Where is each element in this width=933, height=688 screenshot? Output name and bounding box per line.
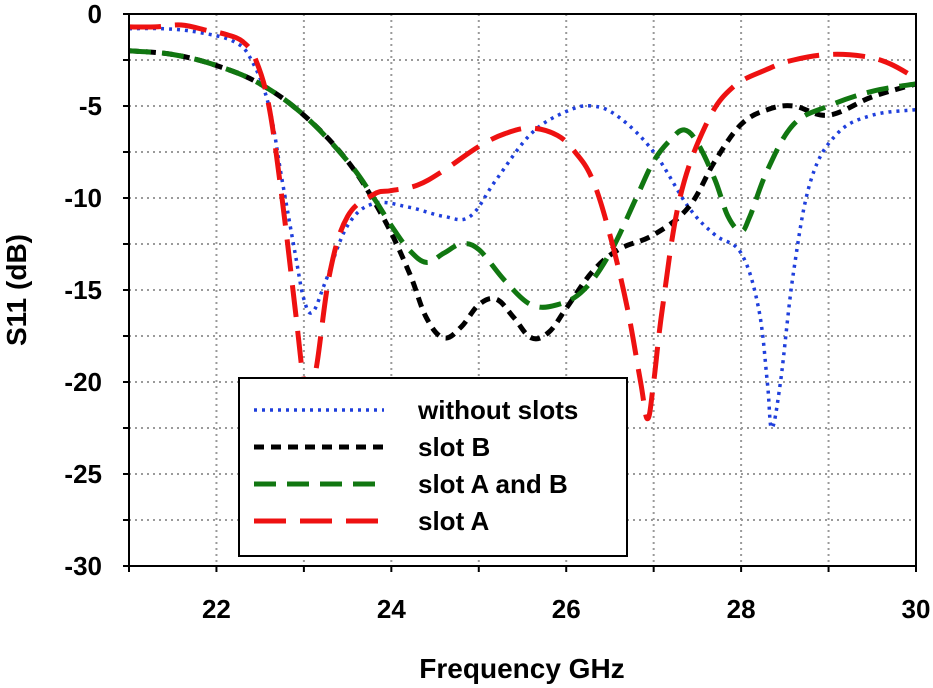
x-tick-label: 28 (727, 594, 756, 624)
y-tick-label: -15 (64, 275, 102, 305)
x-tick-label: 26 (552, 594, 581, 624)
series-group (129, 22, 916, 430)
axis-ticks: 22 24 26 28 30 0 -5 -10 -15 -20 -25 -30 (64, 0, 930, 624)
x-tick-label: 22 (202, 594, 231, 624)
y-axis-title: S11 (dB) (1, 234, 32, 346)
legend-label: slot B (418, 432, 490, 462)
series-line-without-slots (129, 26, 916, 430)
y-tick-label: -5 (79, 91, 102, 121)
legend-box (238, 377, 628, 557)
series-line-slot-b (129, 48, 916, 342)
legend-label: slot A and B (418, 469, 568, 499)
x-axis-title: Frequency GHz (419, 653, 624, 684)
series-line-slot-a (129, 22, 916, 422)
y-tick-label: -25 (64, 459, 102, 489)
y-tick-label: -30 (64, 551, 102, 581)
y-tick-label: -20 (64, 367, 102, 397)
legend-label: slot A (418, 506, 489, 536)
series-line-slot-a-and-b (129, 48, 916, 310)
y-tick-label: -10 (64, 183, 102, 213)
y-tick-label: 0 (88, 0, 102, 29)
x-tick-label: 30 (902, 594, 931, 624)
legend: without slots slot B slot A and B slot A (238, 377, 628, 557)
x-tick-label: 24 (377, 594, 406, 624)
legend-label: without slots (417, 395, 578, 425)
